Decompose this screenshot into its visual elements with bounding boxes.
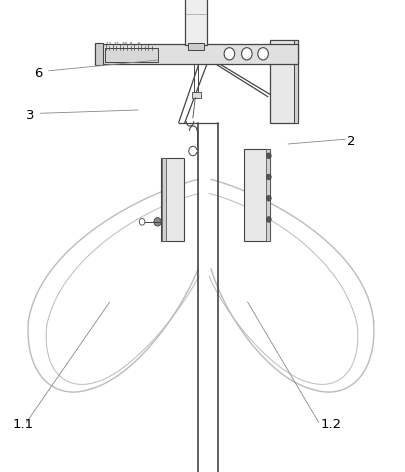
Bar [266,149,270,241]
Bar [269,40,297,123]
Circle shape [266,153,271,159]
Bar [160,158,183,241]
Bar [104,48,157,62]
Circle shape [224,48,234,60]
Text: 1.1: 1.1 [12,418,33,431]
Bar [95,43,102,65]
Bar [95,44,298,64]
Text: 12 11 10 9  8: 12 11 10 9 8 [105,42,139,46]
Bar [184,0,207,45]
Circle shape [241,48,252,60]
Text: 3: 3 [26,109,35,122]
Circle shape [266,217,271,222]
Bar [188,43,204,50]
Bar [294,40,298,123]
Bar [162,158,166,241]
Circle shape [266,174,271,180]
Circle shape [266,195,271,201]
Bar [243,149,269,241]
Text: 6: 6 [34,67,43,80]
Text: 2: 2 [346,135,355,148]
Circle shape [153,218,161,226]
Circle shape [139,219,145,225]
Circle shape [257,48,268,60]
Bar [192,92,200,98]
Text: 1.2: 1.2 [320,418,341,431]
